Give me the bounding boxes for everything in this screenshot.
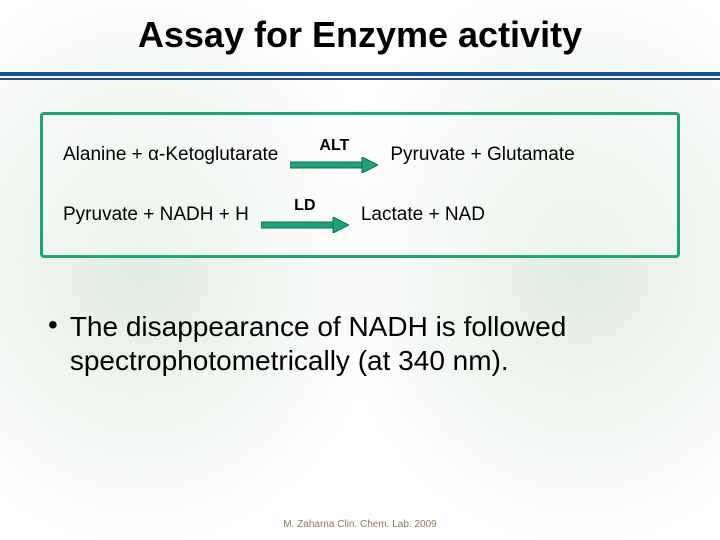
slide-title: Assay for Enzyme activity bbox=[0, 0, 720, 56]
reaction-box: Alanine + α-Ketoglutarate ALT Pyruvate +… bbox=[40, 112, 680, 258]
reaction-lhs: Alanine + α-Ketoglutarate bbox=[63, 144, 278, 166]
arrow-icon bbox=[261, 217, 349, 233]
footer-text: M. Zaharna Clin. Chem. Lab. 2009 bbox=[0, 519, 720, 530]
reaction-lhs: Pyruvate + NADH + H bbox=[63, 204, 249, 226]
reaction-rhs: Pyruvate + Glutamate bbox=[390, 144, 574, 166]
reaction-row-2: Pyruvate + NADH + H LD Lactate + NAD bbox=[63, 197, 657, 233]
reaction-rhs: Lactate + NAD bbox=[361, 204, 485, 226]
bullet-item: • The disappearance of NADH is followed … bbox=[48, 310, 678, 378]
bullet-dot: • bbox=[48, 310, 58, 341]
reaction-arrow-group: LD bbox=[261, 197, 349, 233]
title-underline bbox=[0, 72, 720, 80]
arrow-icon bbox=[290, 157, 378, 173]
enzyme-label: ALT bbox=[319, 137, 349, 155]
reaction-arrow-group: ALT bbox=[290, 137, 378, 173]
reaction-row-1: Alanine + α-Ketoglutarate ALT Pyruvate +… bbox=[63, 137, 657, 173]
bullet-text: The disappearance of NADH is followed sp… bbox=[70, 310, 678, 378]
enzyme-label: LD bbox=[294, 197, 315, 215]
